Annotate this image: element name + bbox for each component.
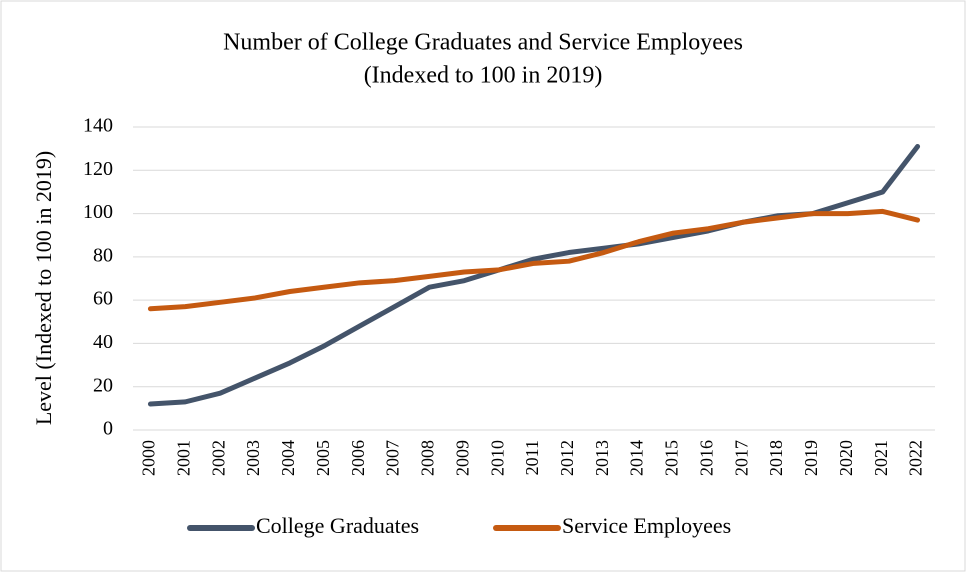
x-tick-label: 2016 [696, 440, 716, 476]
y-tick-label: 140 [83, 115, 113, 137]
x-tick-label: 2010 [487, 440, 507, 476]
chart-subtitle: (Indexed to 100 in 2019) [364, 63, 603, 89]
x-tick-label: 2015 [662, 440, 682, 476]
x-tick-label: 2020 [836, 440, 856, 476]
x-tick-label: 2003 [243, 440, 263, 476]
x-tick-label: 2021 [871, 440, 891, 476]
x-tick-label: 2001 [173, 440, 193, 476]
x-tick-label: 2008 [418, 440, 438, 476]
y-axis-label: Level (Indexed to 100 in 2019) [31, 151, 56, 425]
x-tick-label: 2017 [731, 440, 751, 476]
x-tick-label: 2013 [592, 440, 612, 476]
y-tick-label: 80 [93, 244, 113, 266]
x-tick-label: 2018 [766, 440, 786, 476]
y-tick-label: 120 [83, 158, 113, 180]
y-tick-label: 40 [93, 331, 113, 353]
x-tick-label: 2006 [348, 440, 368, 476]
x-tick-label: 2011 [522, 440, 542, 475]
y-tick-label: 0 [103, 418, 113, 440]
chart-title: Number of College Graduates and Service … [223, 30, 743, 56]
x-tick-label: 2009 [452, 440, 472, 476]
y-tick-label: 60 [93, 288, 113, 310]
legend-label: Service Employees [562, 513, 731, 538]
legend-label: College Graduates [256, 513, 419, 538]
x-tick-label: 2022 [906, 440, 926, 476]
x-tick-label: 2000 [139, 440, 159, 476]
x-tick-label: 2012 [557, 440, 577, 476]
x-tick-label: 2019 [801, 440, 821, 476]
x-tick-label: 2004 [278, 440, 298, 476]
x-tick-label: 2014 [627, 440, 647, 476]
y-tick-label: 20 [93, 374, 113, 396]
series-line [147, 208, 921, 312]
x-tick-label: 2002 [208, 440, 228, 476]
x-tick-label: 2007 [383, 440, 403, 476]
y-tick-label: 100 [83, 201, 113, 223]
x-tick-label: 2005 [313, 440, 333, 476]
